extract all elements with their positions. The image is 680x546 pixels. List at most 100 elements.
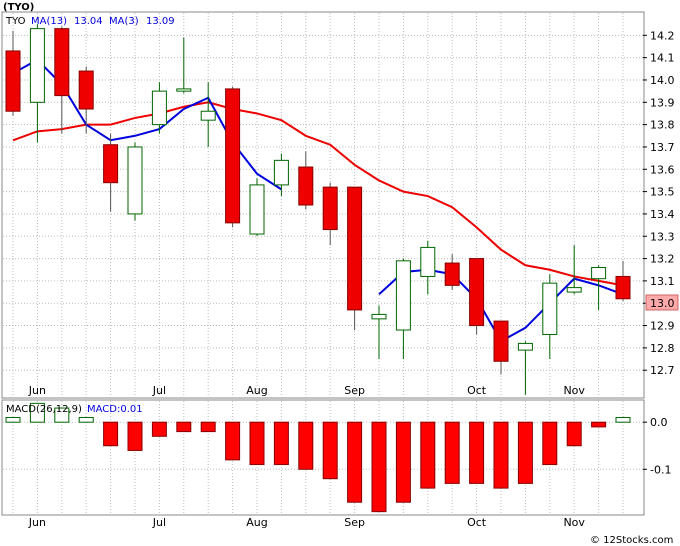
macd-bar-negative [347, 421, 363, 503]
candle-down [54, 28, 70, 97]
candle-down [615, 275, 631, 300]
candle-down [322, 186, 338, 231]
macd-x-tick-label: Oct [467, 516, 487, 529]
price-legend: TYO MA(13) 13.04 MA(3) 13.09 [5, 16, 175, 27]
macd-bar-negative [273, 421, 289, 466]
macd-x-tick-label: Nov [563, 516, 585, 529]
price-y-tick-label: 14.1 [650, 52, 675, 65]
macd-bar-positive [54, 407, 70, 423]
candle-down [493, 320, 509, 362]
price-x-tick-label: Jul [152, 384, 166, 397]
candle-up [176, 88, 192, 92]
macd-bar-negative [566, 421, 582, 447]
macd-bar-negative [444, 421, 460, 484]
macd-x-axis: Jun Jul Aug Sep Oct Nov [28, 516, 586, 529]
candle-up [420, 246, 436, 277]
legend-ma-slow-value: 13.09 [146, 16, 175, 27]
macd-y-axis: 0.0 -0.1 [643, 416, 671, 476]
candle-up [29, 28, 45, 103]
macd-bar-negative [200, 421, 216, 433]
credit-label: © 12Stocks.com [590, 535, 673, 546]
candle-up [273, 159, 289, 186]
macd-bar-negative [591, 421, 607, 428]
candle-up [151, 90, 167, 126]
macd-bar-negative [176, 421, 192, 433]
macd-bar-negative [151, 421, 167, 437]
macd-bar-negative [542, 421, 558, 466]
price-y-tick-label: 13.6 [650, 163, 675, 176]
candle-up [371, 313, 387, 320]
price-y-tick-label: 14.2 [650, 29, 675, 42]
price-y-tick-label: 13.8 [650, 119, 675, 132]
price-y-tick-label: 13.7 [650, 141, 675, 154]
candle-down [444, 262, 460, 286]
candle-up [127, 146, 143, 215]
macd-y-tick-label: 0.0 [650, 416, 668, 429]
candlesticks [5, 24, 631, 395]
candle-up [591, 267, 607, 280]
candle-up [542, 282, 558, 335]
price-x-tick-label: Sep [344, 384, 365, 397]
candle-up [566, 287, 582, 293]
macd-x-tick-label: Sep [344, 516, 365, 529]
macd-bar-negative [225, 421, 241, 461]
macd-bar-negative [322, 421, 338, 480]
legend-ma-fast-label: MA(13) [31, 16, 67, 27]
macd-bar-negative [371, 421, 387, 513]
price-x-tick-label: Oct [467, 384, 487, 397]
price-x-axis: Jun Jul Aug Sep Oct Nov [28, 384, 586, 397]
macd-bar-negative [395, 421, 411, 503]
legend-ticker: TYO [5, 16, 26, 27]
ticker-title: (TYO) [3, 2, 34, 13]
macd-bar-negative [420, 421, 436, 489]
price-y-axis: 14.2 14.1 14.0 13.9 13.8 13.7 13.6 13.5 13.4 13.3… [643, 29, 675, 377]
price-y-tick-label: 12.7 [650, 364, 675, 377]
price-y-tick-label: 13.4 [650, 208, 675, 221]
candle-down [225, 88, 241, 224]
macd-y-tick-label: -0.1 [650, 463, 671, 476]
macd-x-tick-label: Aug [246, 516, 267, 529]
price-y-tick-label: 12.9 [650, 320, 675, 333]
macd-bar-positive [29, 402, 45, 423]
candle-down [78, 70, 94, 110]
price-y-tick-label: 12.8 [650, 342, 675, 355]
price-y-tick-label: 13.9 [650, 96, 675, 109]
ma-13-line [12, 101, 624, 287]
candle-down [103, 144, 119, 184]
macd-bar-negative [127, 421, 143, 451]
macd-bar-positive [615, 416, 631, 423]
candle-up [249, 184, 265, 235]
price-y-tick-label: 13.5 [650, 186, 675, 199]
macd-bar-negative [493, 421, 509, 489]
candle-down [298, 166, 314, 206]
macd-bar-negative [103, 421, 119, 447]
candle-up [517, 342, 533, 351]
macd-bar-positive [5, 416, 21, 423]
macd-x-tick-label: Jul [152, 516, 166, 529]
price-x-tick-label: Jun [28, 384, 46, 397]
macd-bar-negative [249, 421, 265, 466]
legend-ma-fast-value: 13.04 [74, 16, 103, 27]
macd-histogram [5, 402, 631, 513]
price-y-tick-label: 14.0 [650, 74, 675, 87]
price-y-tick-label: 13.2 [650, 253, 675, 266]
candle-down [469, 258, 485, 327]
legend-ma-slow-label: MA(3) [109, 16, 139, 27]
last-price-box [645, 294, 679, 311]
price-x-tick-label: Nov [563, 384, 585, 397]
macd-x-tick-label: Jun [28, 516, 46, 529]
macd-bar-negative [298, 421, 314, 470]
macd-legend-label: MACD(26,12,9) [6, 404, 82, 415]
candle-up [395, 260, 411, 331]
macd-bar-negative [517, 421, 533, 484]
candle-up [200, 110, 216, 121]
macd-legend: MACD(26,12,9) MACD:0.01 [6, 404, 143, 415]
macd-bar-positive [78, 416, 94, 423]
price-y-tick-label: 13.1 [650, 275, 675, 288]
price-y-tick-label: 13.3 [650, 230, 675, 243]
price-x-tick-label: Aug [246, 384, 267, 397]
macd-bar-negative [469, 421, 485, 484]
candle-down [347, 186, 363, 311]
candle-down [5, 50, 21, 112]
